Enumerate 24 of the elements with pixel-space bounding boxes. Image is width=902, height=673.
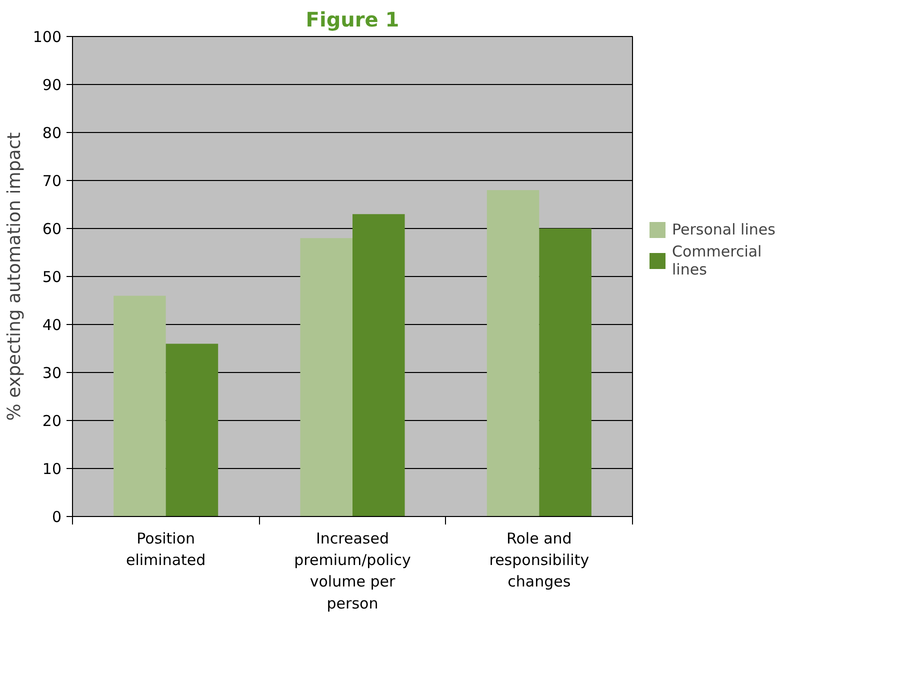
y-tick-label: 10 [42, 460, 62, 478]
y-tick-label: 100 [32, 28, 62, 46]
chart-title: Figure 1 [306, 8, 400, 32]
y-tick-label: 40 [42, 316, 62, 334]
y-axis-title: % expecting automation impact [4, 132, 25, 421]
y-tick-label: 60 [42, 220, 62, 238]
y-tick-label: 20 [42, 412, 62, 430]
x-tick-label: Position eliminated [126, 530, 206, 570]
legend-label: Personal lines [672, 220, 776, 238]
bar [539, 228, 592, 516]
y-tick-label: 0 [52, 508, 62, 526]
y-tick-label: 30 [42, 364, 62, 382]
y-tick-label: 50 [42, 268, 62, 286]
bar [114, 296, 166, 516]
bar [486, 190, 540, 516]
legend-label: Commercial lines [672, 242, 763, 278]
x-tick-label: Role and responsibility changes [489, 530, 590, 591]
x-tick-label: Increased premium/policy volume per person [294, 530, 411, 612]
bar [352, 214, 405, 516]
bar [300, 238, 352, 516]
y-tick-label: 80 [42, 124, 62, 142]
y-tick-label: 70 [42, 172, 62, 190]
y-tick-label: 90 [42, 76, 62, 94]
bar [166, 344, 218, 516]
